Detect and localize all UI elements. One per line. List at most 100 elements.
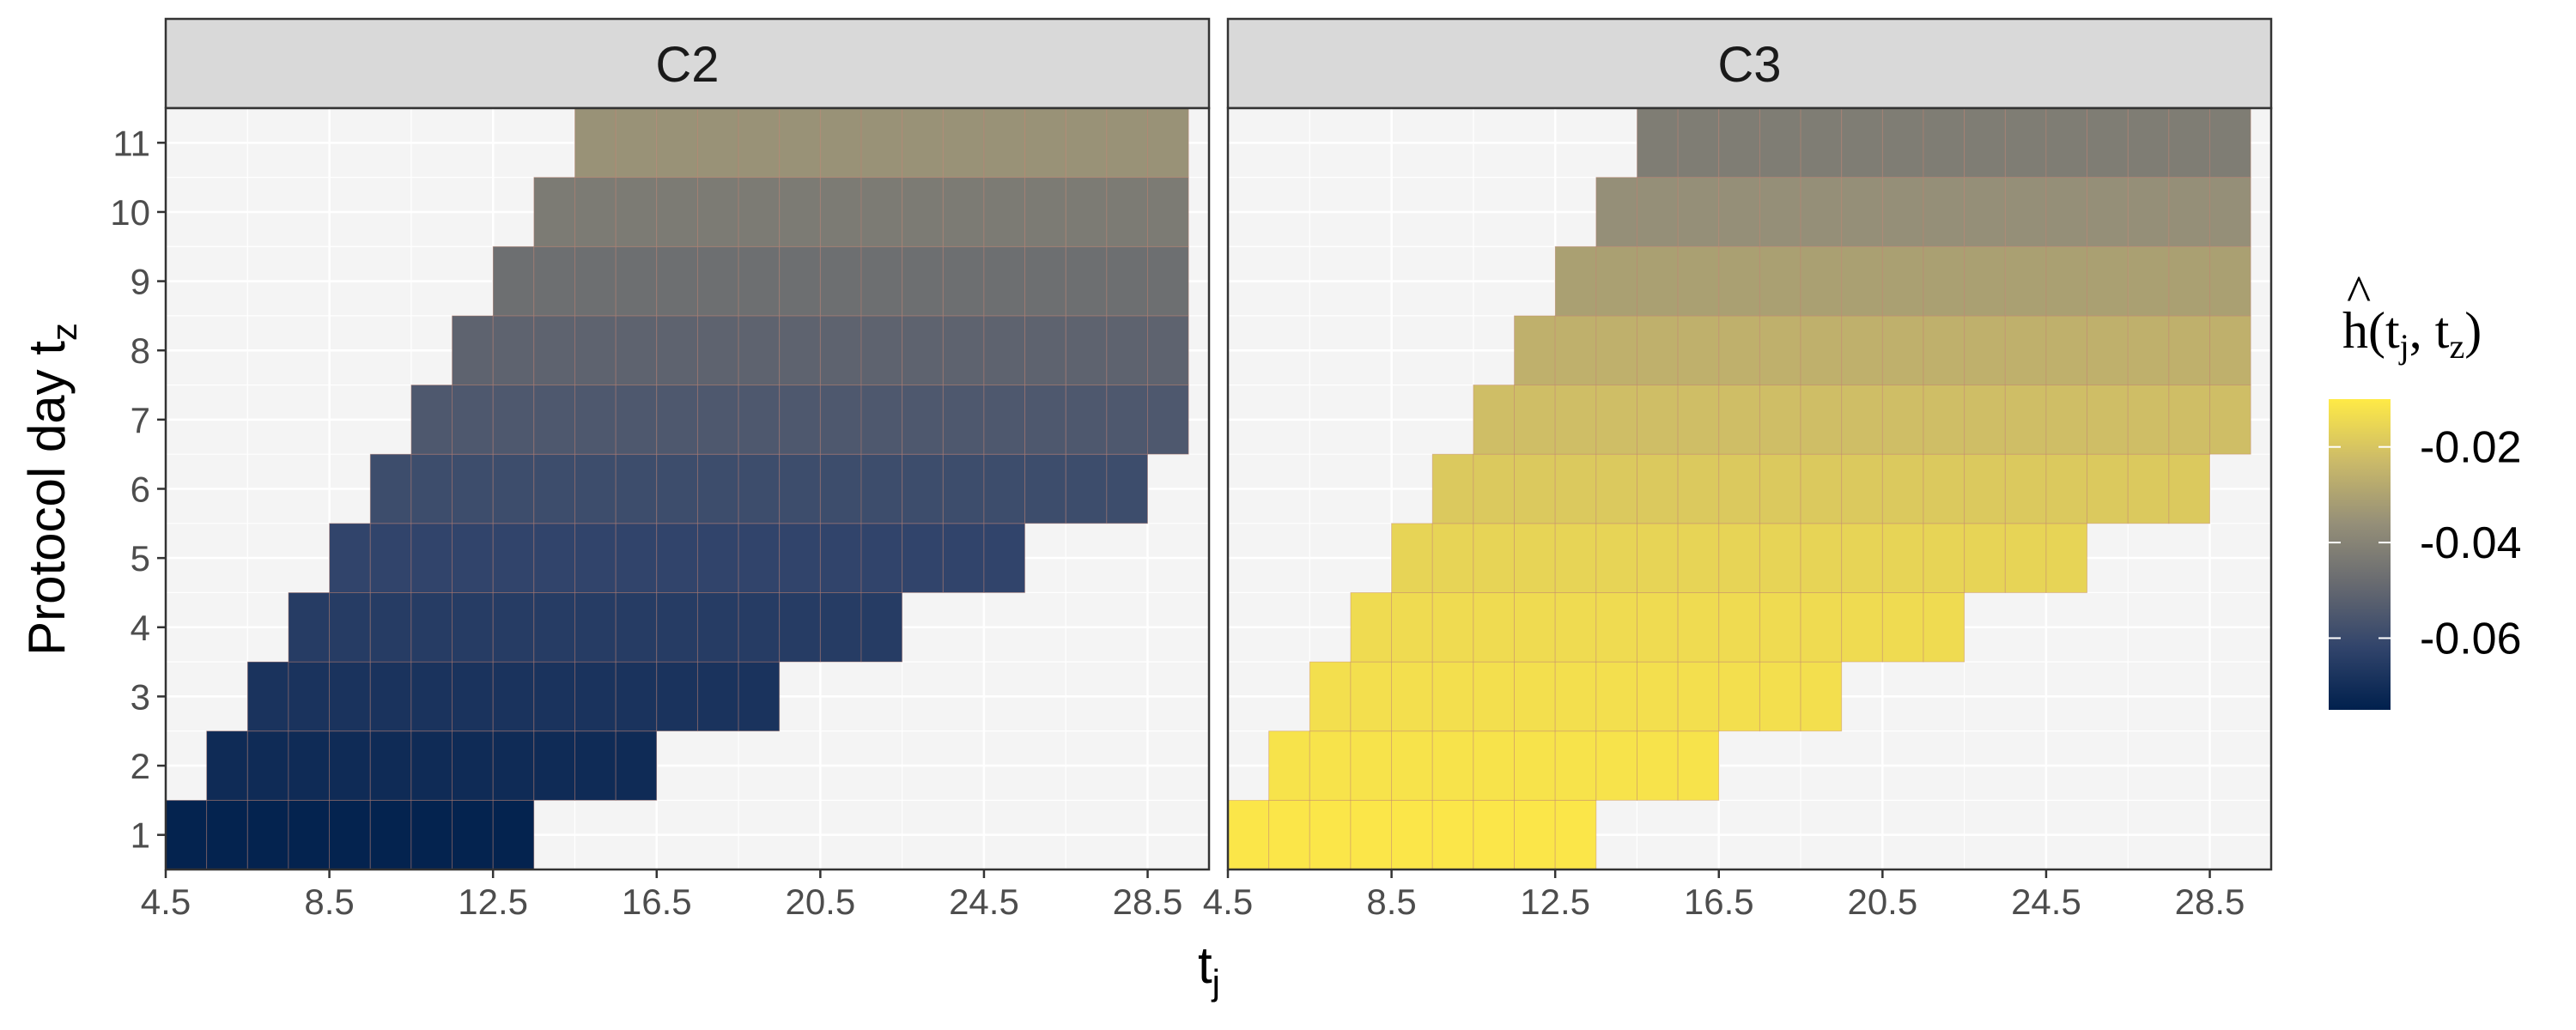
heatmap-cell <box>1391 523 1433 593</box>
heatmap-cell <box>574 107 617 179</box>
heatmap-cell <box>656 107 698 179</box>
heatmap-cell <box>902 245 944 317</box>
heatmap-cell <box>1881 453 1924 524</box>
heatmap-cell <box>1350 730 1393 801</box>
legend-tick-label: -0.06 <box>2420 614 2522 663</box>
heatmap-cell <box>1637 107 1679 179</box>
heatmap-cell <box>1391 661 1433 732</box>
heatmap-cell <box>1841 177 1883 247</box>
heatmap-cell <box>1147 385 1189 455</box>
heatmap-cell <box>2168 245 2210 317</box>
heatmap-cell <box>369 661 412 732</box>
heatmap-cell <box>779 523 821 593</box>
heatmap-cell <box>492 661 535 732</box>
heatmap-cell <box>1268 799 1310 870</box>
heatmap-cell <box>410 453 453 524</box>
heatmap-cell <box>1514 592 1556 663</box>
heatmap-cell <box>329 523 371 593</box>
heatmap-cell <box>1841 315 1883 385</box>
heatmap-cell <box>819 523 862 593</box>
heatmap-cell <box>656 385 698 455</box>
heatmap-cell <box>1637 315 1679 385</box>
y-tick-label: 6 <box>131 470 150 510</box>
heatmap-cell <box>2168 315 2210 385</box>
heatmap-cell <box>1431 799 1474 870</box>
x-tick-label: 20.5 <box>785 882 855 922</box>
x-tick-label: 16.5 <box>1684 882 1754 922</box>
heatmap-cell <box>492 592 535 663</box>
heatmap-cell <box>1637 661 1679 732</box>
heatmap-cell <box>574 730 617 801</box>
heatmap-cell <box>1881 315 1924 385</box>
heatmap-cell <box>2045 245 2088 317</box>
x-tick-label: 24.5 <box>2011 882 2081 922</box>
heatmap-cell <box>902 107 944 179</box>
legend: h(tj, tz) ^ -0.02-0.04-0.06 <box>2329 265 2522 710</box>
heatmap-cell <box>1595 661 1637 732</box>
heatmap-cell <box>1473 661 1515 732</box>
heatmap-cell <box>1147 245 1189 317</box>
heatmap-cell <box>2087 245 2129 317</box>
heatmap-cell <box>779 177 821 247</box>
heatmap-cell <box>983 385 1026 455</box>
legend-title: h(tj, tz) <box>2342 302 2482 366</box>
heatmap-cell <box>2127 245 2170 317</box>
heatmap-cell <box>1718 245 1760 317</box>
heatmap-cell <box>860 177 903 247</box>
y-tick-label: 1 <box>131 815 150 856</box>
heatmap-cell <box>1024 245 1066 317</box>
heatmap-cell <box>1964 245 2006 317</box>
x-tick-label: 8.5 <box>304 882 354 922</box>
heatmap-cell <box>574 245 617 317</box>
y-tick-label: 8 <box>131 330 150 371</box>
heatmap-cell <box>1841 523 1883 593</box>
heatmap-cell <box>1065 385 1108 455</box>
x-tick-label: 20.5 <box>1847 882 1917 922</box>
heatmap-cell <box>246 799 289 870</box>
heatmap-cell <box>860 453 903 524</box>
heatmap-cell <box>1106 385 1148 455</box>
heatmap-cell <box>1637 453 1679 524</box>
heatmap-cell <box>2045 385 2088 455</box>
heatmap-cell <box>779 107 821 179</box>
heatmap-cell <box>1065 177 1108 247</box>
heatmap-cell <box>1677 177 1720 247</box>
heatmap-cell <box>1514 385 1556 455</box>
heatmap-cell <box>1554 315 1597 385</box>
x-axis-title: tj <box>1198 936 1220 1003</box>
heatmap-cell <box>902 385 944 455</box>
heatmap-cell <box>369 799 412 870</box>
heatmap-cell <box>2087 385 2129 455</box>
heatmap-cell <box>1106 177 1148 247</box>
heatmap-cell <box>779 592 821 663</box>
strip-label-c3: C3 <box>1717 37 1781 93</box>
x-tick-label: 8.5 <box>1366 882 1416 922</box>
heatmap-cell <box>2127 453 2170 524</box>
heatmap-cell <box>1514 315 1556 385</box>
heatmap-cell <box>410 661 453 732</box>
heatmap-cell <box>656 523 698 593</box>
heatmap-cell <box>1024 385 1066 455</box>
heatmap-cell <box>492 799 535 870</box>
heatmap-cell <box>288 592 331 663</box>
heatmap-cell <box>1881 592 1924 663</box>
heatmap-cell <box>738 177 781 247</box>
heatmap-cell <box>2127 177 2170 247</box>
x-tick-label: 4.5 <box>1203 882 1253 922</box>
strip-label-c2: C2 <box>655 37 719 93</box>
heatmap-cell <box>1718 315 1760 385</box>
heatmap-cell <box>574 315 617 385</box>
heatmap-cell <box>696 661 739 732</box>
heatmap-cell <box>1554 592 1597 663</box>
heatmap-cell <box>1473 523 1515 593</box>
heatmap-cell <box>2045 523 2088 593</box>
heatmap-cell <box>410 523 453 593</box>
heatmap-cell <box>492 315 535 385</box>
heatmap-cell <box>1718 453 1760 524</box>
heatmap-cell <box>574 523 617 593</box>
heatmap-cell <box>1800 453 1843 524</box>
x-axis-title-sub: j <box>1211 962 1220 1003</box>
heatmap-cell <box>2168 385 2210 455</box>
heatmap-cell <box>2004 453 2047 524</box>
y-tick-label: 7 <box>131 400 150 440</box>
